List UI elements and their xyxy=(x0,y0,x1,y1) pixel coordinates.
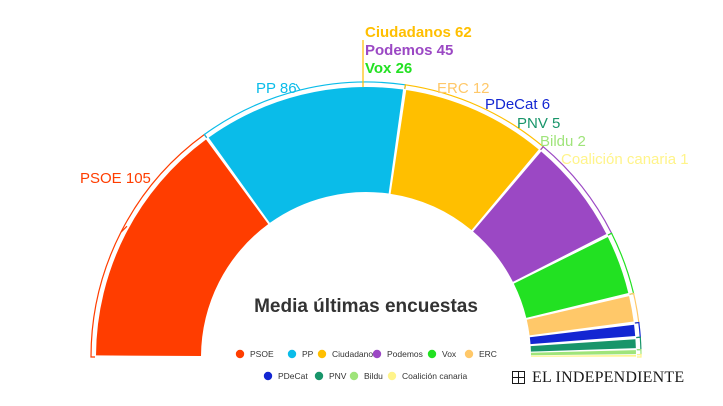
label-pnv: PNV 5 xyxy=(517,115,560,132)
arc-erc xyxy=(526,296,634,336)
legend-label-psoe: PSOE xyxy=(250,349,274,359)
legend-label-vox: Vox xyxy=(442,349,457,359)
legend-label-erc: ERC xyxy=(479,349,497,359)
bracket-podemos xyxy=(540,145,613,236)
legend-swatch-pnv xyxy=(314,371,324,381)
arc-vox xyxy=(513,236,629,318)
label-erc: ERC 12 xyxy=(437,80,490,97)
arc-psoe xyxy=(96,139,269,357)
legend-label-pdecat: PDeCat xyxy=(278,371,308,381)
legend-swatch-vox xyxy=(427,349,437,359)
connector-psoe xyxy=(120,225,128,233)
arc-pnv xyxy=(530,339,636,352)
legend-label-pnv: PNV xyxy=(329,371,347,381)
logo-mark-icon xyxy=(512,371,526,385)
bracket-bildu xyxy=(636,348,642,356)
arc-podemos xyxy=(473,151,607,282)
legend-label-bildu: Bildu xyxy=(364,371,383,381)
legend-label-coalicion-canaria: Coalición canaria xyxy=(402,371,467,381)
legend-swatch-podemos xyxy=(372,349,382,359)
seat-arcs xyxy=(96,86,636,357)
bracket-pdecat xyxy=(634,321,641,339)
label-psoe: PSOE 105 xyxy=(80,170,151,187)
legend-label-pp: PP xyxy=(302,349,314,359)
legend-swatch-coalicion-canaria xyxy=(387,371,397,381)
legend: PSOE PP Ciudadanos Podemos Vox ERC PDeCat PNV Bi… xyxy=(235,349,497,381)
arc-bildu xyxy=(530,350,636,356)
legend-swatch-ciudadanos xyxy=(317,349,327,359)
label-bildu: Bildu 2 xyxy=(540,133,586,150)
legend-swatch-bildu xyxy=(349,371,359,381)
label-ciudadanos: Ciudadanos 62 xyxy=(365,24,472,41)
bracket-ciudadanos xyxy=(404,84,545,151)
label-vox: Vox 26 xyxy=(365,60,412,77)
arc-coalicion-canaria xyxy=(530,354,636,357)
arc-pdecat xyxy=(529,324,636,345)
logo-text: EL INDEPENDIENTE xyxy=(532,369,685,386)
label-podemos: Podemos 45 xyxy=(365,42,453,59)
label-coalicion-canaria: Coalición canaria 1 xyxy=(561,151,689,168)
legend-label-ciudadanos: Ciudadanos xyxy=(332,349,377,359)
bracket-coalicion-canaria xyxy=(636,353,642,358)
label-brackets xyxy=(90,40,642,358)
publisher-logo: EL INDEPENDIENTE xyxy=(512,367,692,389)
chart-title: Media últimas encuestas xyxy=(254,296,478,317)
legend-swatch-psoe xyxy=(235,349,245,359)
label-pp: PP 86 xyxy=(256,80,297,97)
legend-label-podemos: Podemos xyxy=(387,349,423,359)
bracket-pnv xyxy=(636,336,642,351)
arc-ciudadanos xyxy=(390,90,539,231)
legend-swatch-pdecat xyxy=(263,371,273,381)
label-pdecat: PDeCat 6 xyxy=(485,96,550,113)
connector-pp xyxy=(295,83,301,91)
legend-swatch-pp xyxy=(287,349,297,359)
legend-swatch-erc xyxy=(464,349,474,359)
arc-pp xyxy=(208,86,404,223)
